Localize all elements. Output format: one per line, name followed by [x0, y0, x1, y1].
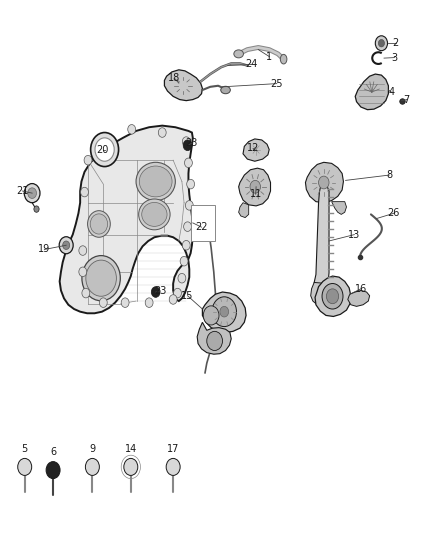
Ellipse shape	[88, 211, 110, 237]
Polygon shape	[60, 126, 193, 313]
Circle shape	[169, 295, 177, 304]
Circle shape	[99, 298, 107, 308]
Ellipse shape	[90, 214, 108, 234]
Text: 22: 22	[195, 222, 208, 232]
Polygon shape	[202, 292, 246, 333]
Circle shape	[183, 140, 192, 151]
Text: 2: 2	[393, 38, 399, 48]
Circle shape	[121, 298, 129, 308]
Polygon shape	[239, 168, 271, 206]
Text: 17: 17	[167, 443, 179, 454]
Ellipse shape	[139, 199, 170, 230]
Polygon shape	[239, 203, 249, 217]
Polygon shape	[315, 276, 351, 317]
Text: 15: 15	[181, 290, 194, 301]
Polygon shape	[197, 322, 231, 354]
Text: 20: 20	[97, 144, 109, 155]
Ellipse shape	[82, 256, 120, 301]
Text: 23: 23	[186, 138, 198, 148]
Circle shape	[79, 267, 87, 277]
Text: 11: 11	[250, 189, 262, 199]
Circle shape	[182, 240, 190, 250]
Polygon shape	[332, 201, 346, 214]
Text: 21: 21	[16, 186, 29, 196]
Circle shape	[375, 36, 388, 51]
Text: 24: 24	[246, 60, 258, 69]
Circle shape	[82, 288, 90, 298]
Circle shape	[145, 298, 153, 308]
Circle shape	[91, 133, 119, 166]
Text: 6: 6	[50, 447, 56, 457]
Text: 25: 25	[270, 79, 283, 88]
Ellipse shape	[139, 166, 172, 197]
Circle shape	[318, 176, 329, 189]
Circle shape	[203, 306, 219, 325]
Text: 14: 14	[125, 443, 137, 454]
Circle shape	[184, 222, 191, 231]
Circle shape	[59, 237, 73, 254]
Circle shape	[18, 458, 32, 475]
Polygon shape	[305, 163, 343, 203]
Circle shape	[158, 128, 166, 138]
Circle shape	[24, 183, 40, 203]
Circle shape	[128, 125, 136, 134]
Circle shape	[85, 458, 99, 475]
Text: 3: 3	[392, 53, 398, 62]
Circle shape	[95, 138, 114, 161]
Circle shape	[151, 287, 160, 297]
Text: 8: 8	[386, 170, 392, 180]
Ellipse shape	[86, 260, 117, 296]
Circle shape	[326, 289, 339, 304]
Ellipse shape	[136, 163, 175, 200]
Bar	[191, 205, 215, 241]
Text: 16: 16	[355, 284, 367, 294]
Circle shape	[34, 206, 39, 212]
Circle shape	[81, 187, 88, 197]
Circle shape	[250, 180, 261, 193]
Text: 7: 7	[404, 94, 410, 104]
Text: 5: 5	[21, 443, 28, 454]
Circle shape	[84, 156, 92, 165]
Text: 19: 19	[38, 245, 50, 254]
Polygon shape	[243, 139, 269, 161]
Ellipse shape	[280, 54, 287, 64]
Circle shape	[124, 458, 138, 475]
Circle shape	[180, 256, 188, 266]
Ellipse shape	[234, 50, 244, 58]
Polygon shape	[311, 282, 330, 306]
Circle shape	[212, 297, 237, 327]
Polygon shape	[348, 290, 370, 306]
Circle shape	[173, 288, 181, 298]
Polygon shape	[164, 70, 202, 101]
Circle shape	[102, 134, 110, 144]
Circle shape	[184, 158, 192, 167]
Circle shape	[79, 246, 87, 255]
Ellipse shape	[221, 86, 230, 94]
Circle shape	[182, 137, 190, 147]
Circle shape	[185, 200, 193, 210]
Polygon shape	[314, 185, 329, 289]
Text: 23: 23	[154, 286, 166, 296]
Circle shape	[28, 188, 36, 198]
Text: 9: 9	[89, 443, 95, 454]
Circle shape	[322, 284, 343, 309]
Circle shape	[207, 332, 223, 351]
Circle shape	[166, 458, 180, 475]
Text: 13: 13	[348, 230, 360, 240]
Circle shape	[178, 273, 186, 283]
Ellipse shape	[142, 203, 167, 227]
Text: 18: 18	[168, 74, 180, 83]
Text: 1: 1	[266, 52, 272, 61]
Circle shape	[378, 39, 385, 47]
Circle shape	[187, 179, 194, 189]
Circle shape	[63, 241, 70, 249]
Circle shape	[220, 306, 229, 317]
Text: 4: 4	[389, 87, 395, 97]
Polygon shape	[355, 74, 389, 110]
Text: 12: 12	[247, 143, 259, 154]
Circle shape	[46, 462, 60, 479]
Text: 26: 26	[388, 208, 400, 219]
